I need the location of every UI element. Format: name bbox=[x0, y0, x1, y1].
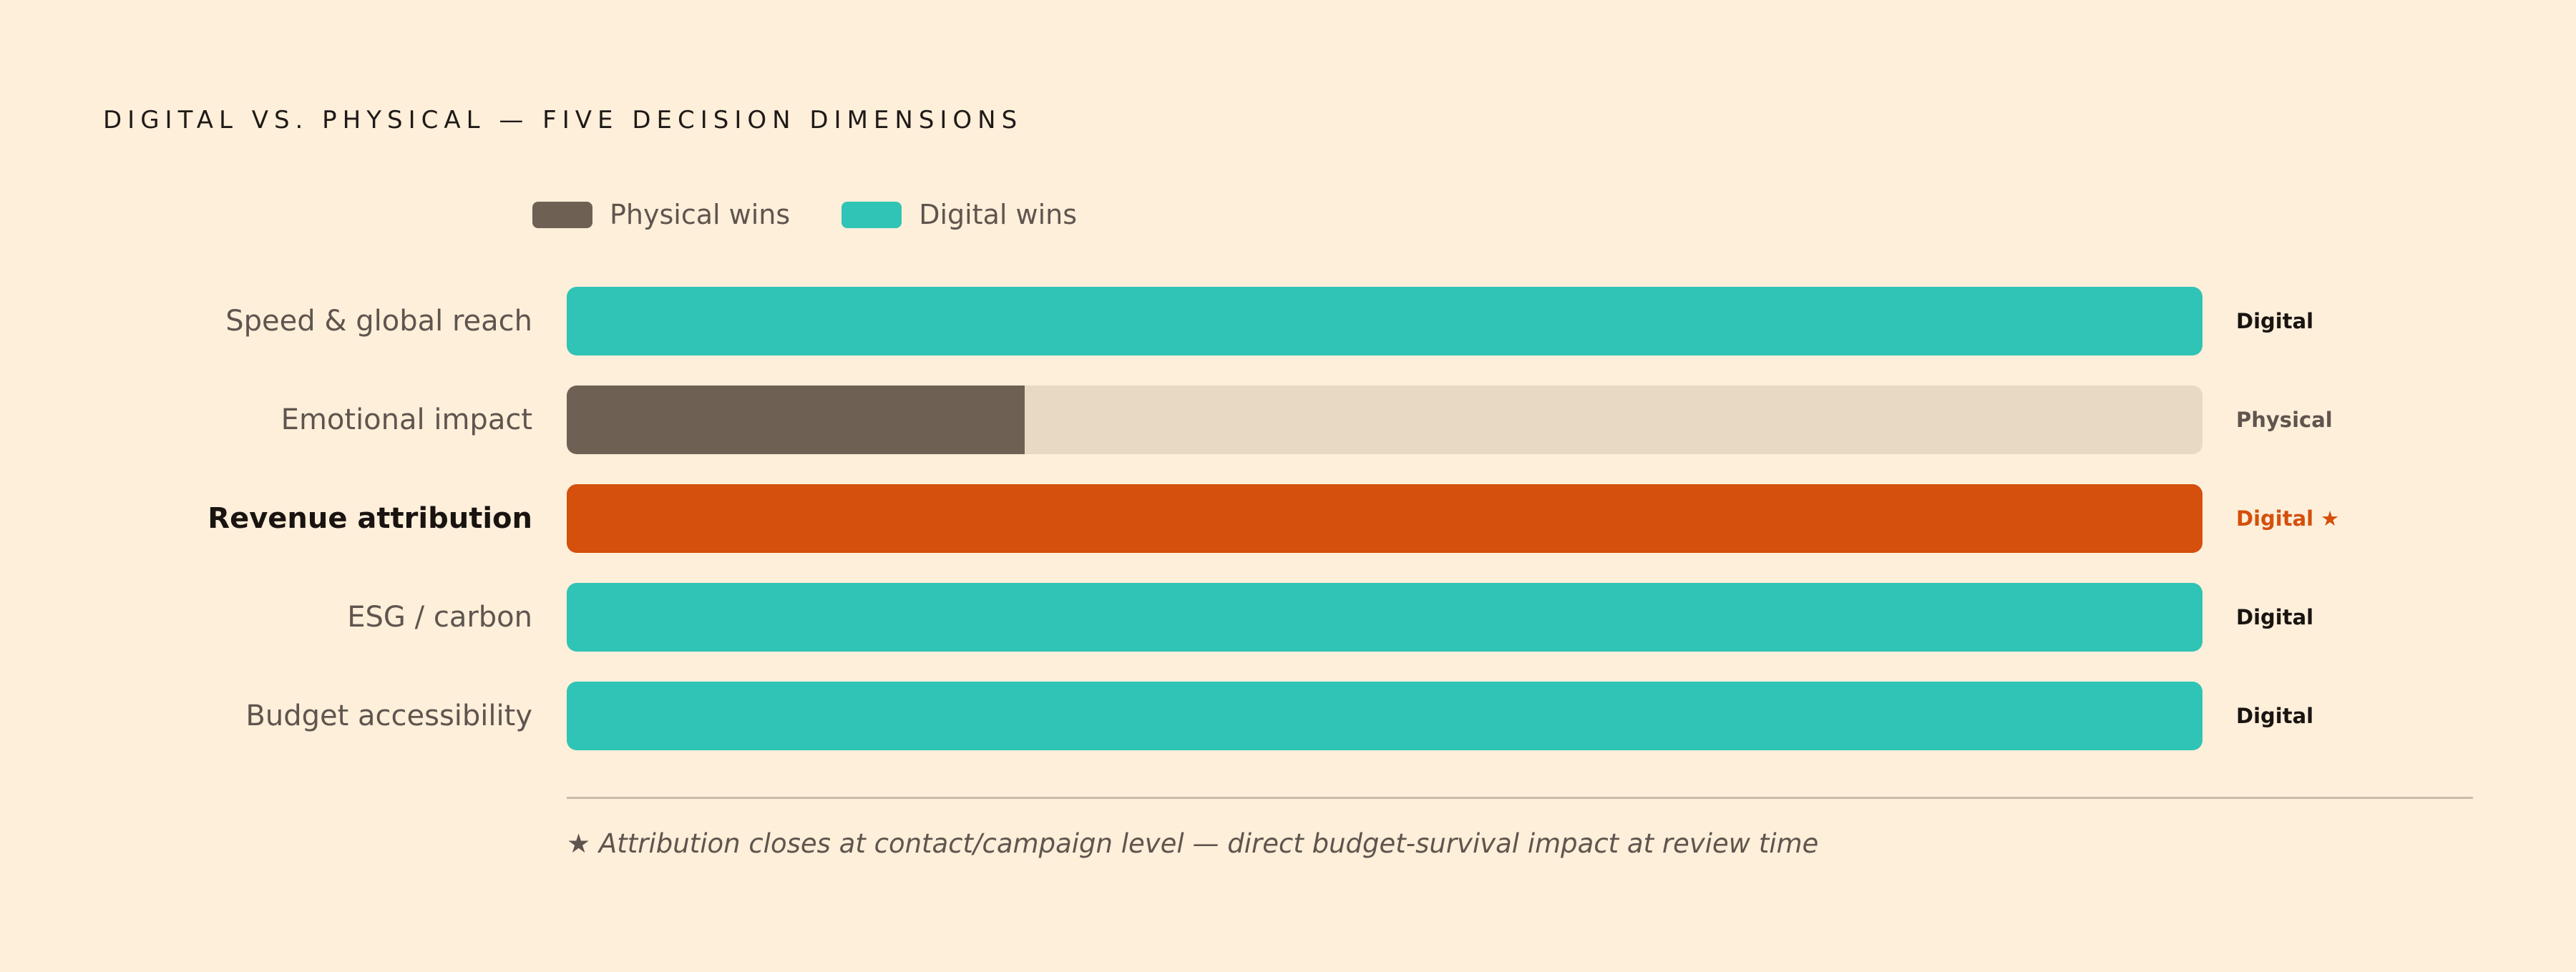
footnote-divider bbox=[567, 797, 2473, 799]
bar-row-budget-accessibility: Budget accessibility Digital bbox=[0, 682, 2576, 750]
bar bbox=[567, 484, 2202, 553]
bar bbox=[567, 682, 2202, 750]
bar bbox=[567, 287, 2202, 355]
legend-label-physical: Physical wins bbox=[610, 199, 791, 230]
bar-row-speed-global-reach: Speed & global reach Digital bbox=[0, 287, 2576, 355]
bar bbox=[567, 583, 2202, 652]
winner-label: Physical bbox=[2236, 408, 2333, 432]
legend: Physical wins Digital wins bbox=[532, 199, 1128, 230]
winner-label: Digital bbox=[2236, 309, 2314, 333]
bar-row-esg-carbon: ESG / carbon Digital bbox=[0, 583, 2576, 652]
bar-track bbox=[567, 583, 2202, 652]
chart-title: DIGITAL VS. PHYSICAL — FIVE DECISION DIM… bbox=[103, 106, 1023, 134]
legend-label-digital: Digital wins bbox=[919, 199, 1078, 230]
category-label: Speed & global reach bbox=[225, 305, 532, 338]
bar-row-revenue-attribution: Revenue attribution Digital ★ bbox=[0, 484, 2576, 553]
category-label: Emotional impact bbox=[280, 403, 532, 436]
category-label: Budget accessibility bbox=[245, 699, 532, 732]
bar-track bbox=[567, 386, 2202, 454]
legend-swatch-digital bbox=[841, 201, 902, 228]
legend-item-physical: Physical wins bbox=[532, 199, 790, 230]
legend-swatch-physical bbox=[532, 201, 592, 228]
footnote: ★ Attribution closes at contact/campaign… bbox=[567, 828, 1819, 859]
bar bbox=[567, 386, 1025, 454]
bar-row-emotional-impact: Emotional impact Physical bbox=[0, 386, 2576, 454]
category-label: Revenue attribution bbox=[208, 502, 532, 535]
bar-track bbox=[567, 484, 2202, 553]
winner-label: Digital ★ bbox=[2236, 506, 2340, 531]
bar-track bbox=[567, 287, 2202, 355]
legend-item-digital: Digital wins bbox=[841, 199, 1077, 230]
category-label: ESG / carbon bbox=[347, 601, 532, 634]
winner-label: Digital bbox=[2236, 704, 2314, 728]
bar-track bbox=[567, 682, 2202, 750]
winner-label: Digital bbox=[2236, 605, 2314, 629]
